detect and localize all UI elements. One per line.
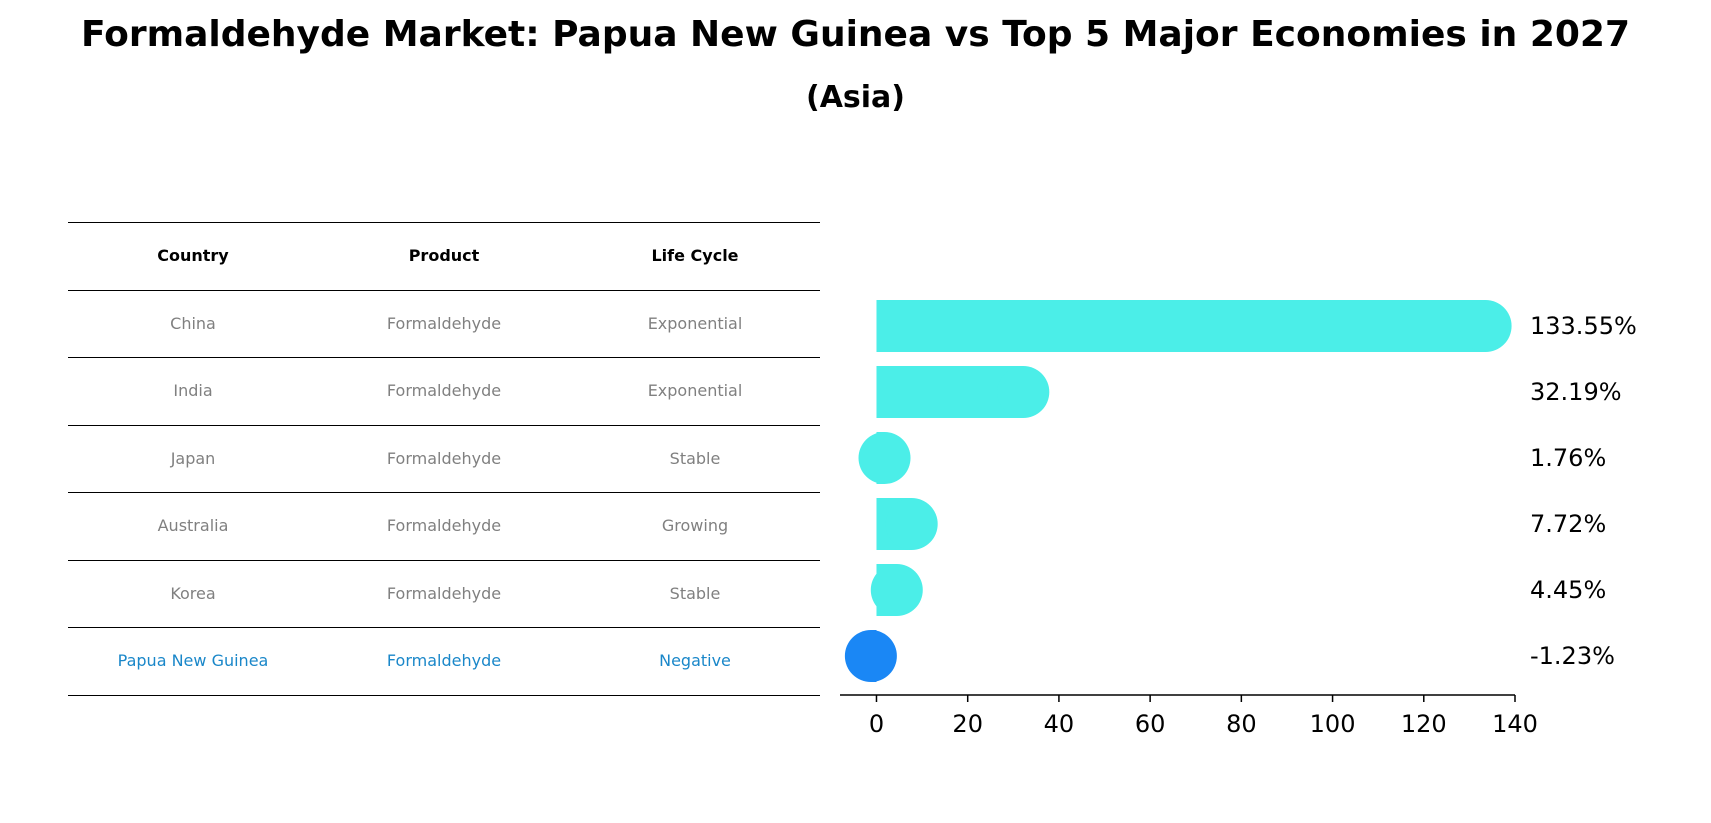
cell-country: China [170, 313, 216, 333]
x-tick-label: 40 [1044, 710, 1075, 738]
x-tick-label: 60 [1135, 710, 1166, 738]
bar-value-label: 1.76% [1530, 444, 1606, 472]
bar-end-cap [997, 366, 1050, 418]
comparison-table: Country Product Life Cycle China Formald… [68, 222, 820, 696]
cell-product: Formaldehyde [386, 381, 502, 400]
bar-value-label: 7.72% [1530, 510, 1606, 538]
header-life-cycle: Life Cycle [651, 246, 739, 265]
bar-end-cap [844, 630, 897, 682]
cell-country: Korea [170, 583, 216, 603]
table-row: China Formaldehyde Exponential [68, 289, 820, 358]
table-row: India Formaldehyde Exponential [68, 357, 820, 425]
cell-life-cycle: Exponential [647, 313, 743, 333]
table-header-row: Country Product Life Cycle [68, 222, 820, 290]
cell-product: Formaldehyde [386, 583, 502, 603]
x-tick-label: 100 [1310, 710, 1356, 738]
bar-end-cap [1459, 300, 1512, 352]
growth-bar-chart: 133.55% 32.19% 1.76% 7.72% 4.45% -1.23% 0 20 40 6… [840, 300, 1637, 738]
bar-value-label: 4.45% [1530, 576, 1606, 604]
x-tick-label: 0 [869, 710, 884, 738]
cell-country: Japan [170, 448, 216, 468]
cell-life-cycle: Stable [669, 583, 721, 603]
cell-product: Formaldehyde [386, 516, 502, 535]
cell-life-cycle: Growing [661, 516, 729, 535]
cell-life-cycle: Exponential [647, 381, 743, 400]
bar-end-cap [885, 498, 938, 550]
cell-country: Papua New Guinea [117, 651, 269, 670]
cell-product: Formaldehyde [386, 448, 502, 468]
x-tick-label: 120 [1401, 710, 1447, 738]
cell-product: Formaldehyde [386, 651, 502, 670]
cell-country: Australia [157, 516, 229, 535]
cell-product: Formaldehyde [386, 313, 502, 333]
x-tick-label: 20 [952, 710, 983, 738]
bar-value-label: 32.19% [1530, 378, 1622, 406]
table-row: Japan Formaldehyde Stable [68, 424, 820, 493]
bar-value-label: 133.55% [1530, 312, 1637, 340]
x-tick-label: 140 [1492, 710, 1538, 738]
bar-end-cap [858, 432, 911, 484]
table-row: Korea Formaldehyde Stable [68, 559, 820, 628]
header-product: Product [408, 246, 480, 265]
bar-end-cap [870, 564, 923, 616]
cell-country: India [173, 381, 213, 400]
bar [876, 300, 1486, 352]
cell-life-cycle: Stable [669, 448, 721, 468]
chart-title: Formaldehyde Market: Papua New Guinea vs… [80, 14, 1631, 55]
header-country: Country [157, 246, 229, 265]
bar-value-label: -1.23% [1530, 642, 1615, 670]
x-tick-label: 80 [1226, 710, 1257, 738]
table-row: Australia Formaldehyde Growing [68, 492, 820, 560]
table-row-highlighted: Papua New Guinea Formaldehyde Negative [68, 627, 820, 696]
cell-life-cycle: Negative [659, 651, 731, 670]
chart-subtitle: (Asia) [805, 80, 906, 115]
